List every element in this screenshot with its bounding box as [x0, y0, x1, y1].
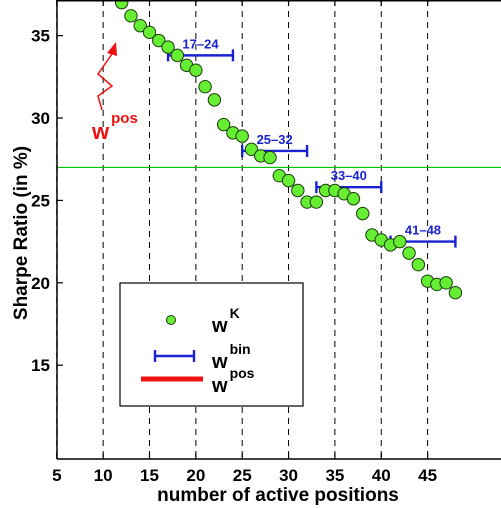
w-k-point — [142, 25, 157, 40]
w-k-point — [281, 173, 296, 188]
w-k-point — [411, 257, 426, 272]
w-k-point — [309, 195, 324, 209]
y-tick-label: 35 — [31, 27, 50, 46]
w-k-point — [448, 285, 463, 300]
bin-interval: 33–40 — [315, 168, 383, 194]
w-k-point — [235, 129, 249, 143]
x-tick-label: 10 — [94, 466, 113, 485]
w-pos-annotation: wpos — [91, 42, 138, 144]
bin-interval-label: 25–32 — [257, 132, 293, 147]
legend-marker-w-k — [166, 315, 176, 325]
w-k-point — [133, 19, 147, 33]
annotation-arrowhead — [107, 42, 117, 56]
legend-label-w-pos: wpos — [211, 365, 255, 397]
w-k-point — [114, 0, 129, 10]
x-tick-label: 25 — [233, 466, 252, 485]
x-tick-label: 20 — [186, 466, 205, 485]
y-tick-label: 30 — [31, 109, 50, 128]
bin-interval-label: 33–40 — [331, 168, 367, 183]
x-tick-label: 15 — [140, 466, 159, 485]
y-tick-label: 25 — [31, 191, 50, 210]
w-k-point — [244, 142, 259, 157]
x-tick-label: 35 — [325, 466, 344, 485]
legend-label-w-bin: wbin — [211, 341, 251, 373]
x-axis-label: number of active positions — [157, 485, 399, 506]
annotation-label: wpos — [91, 110, 138, 144]
x-tick-label: 5 — [52, 466, 61, 485]
w-k-point — [393, 234, 407, 249]
w-k-point — [402, 246, 416, 260]
x-axis-ticks: 5 10 15 20 25 30 35 40 45 — [52, 0, 437, 485]
y-tick-label: 20 — [31, 274, 50, 293]
w-k-points — [114, 0, 463, 300]
annotation-arrow — [96, 53, 114, 111]
x-tick-label: 30 — [279, 466, 298, 485]
bin-interval-label: 41–48 — [405, 223, 441, 238]
w-k-point — [263, 150, 277, 165]
w-k-point — [439, 276, 453, 290]
w-k-point — [346, 192, 361, 206]
legend-box — [119, 282, 304, 407]
x-tick-label: 45 — [418, 466, 437, 485]
w-k-point — [207, 93, 222, 107]
w-k-point — [291, 183, 305, 198]
w-k-point — [170, 48, 185, 63]
w-k-point — [189, 63, 203, 77]
w-k-point — [198, 79, 212, 94]
w-k-point — [124, 9, 138, 23]
x-tick-label: 40 — [372, 466, 391, 485]
legend-label-w-k: wK — [211, 305, 240, 337]
w-k-point — [356, 206, 370, 221]
bin-interval-label: 17–24 — [182, 36, 219, 51]
w-k-point — [161, 40, 175, 54]
w-k-point — [216, 117, 231, 132]
y-tick-label: 15 — [31, 356, 50, 375]
w-k-point — [152, 33, 166, 48]
y-axis-label: Sharpe Ratio (in %) — [11, 146, 32, 320]
